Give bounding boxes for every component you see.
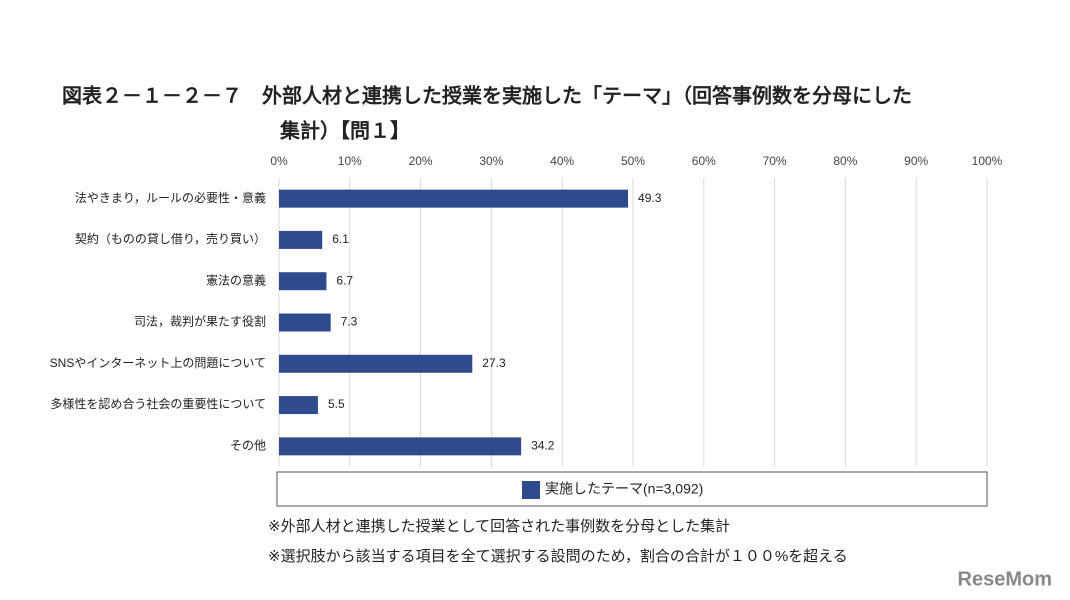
chart-title: 集計）【問１】 (279, 118, 410, 142)
legend-box (276, 471, 988, 507)
x-tick-label: 50% (621, 154, 645, 168)
x-tick-label: 100% (972, 154, 1003, 168)
x-tick-label: 30% (479, 154, 503, 168)
x-tick-label: 70% (763, 154, 787, 168)
chart-title: 図表２－１－２－７ 外部人材と連携した授業を実施した「テーマ」（回答事例数を分母… (62, 83, 912, 107)
x-tick-label: 40% (550, 154, 574, 168)
y-tick-label: SNSやインターネット上の問題について (50, 356, 266, 370)
x-tick-label: 20% (409, 154, 433, 168)
value-label: 27.3 (482, 356, 506, 370)
x-tick-label: 80% (833, 154, 857, 168)
y-tick-label: その他 (230, 439, 266, 453)
bar (279, 437, 522, 456)
legend-label: 実施したテーマ(n=3,092) (545, 481, 703, 497)
y-tick-label: 法やきまり，ルールの必要性・意義 (75, 190, 266, 205)
value-label: 34.2 (531, 439, 555, 453)
legend-swatch (522, 481, 540, 499)
bar (279, 189, 629, 208)
value-label: 49.3 (638, 191, 662, 205)
x-tick-label: 10% (338, 154, 362, 168)
bar (279, 396, 318, 415)
bar (279, 272, 327, 291)
y-tick-label: 憲法の意義 (206, 272, 266, 287)
watermark: ReseMom (958, 568, 1052, 590)
value-label: 5.5 (328, 397, 345, 411)
value-label: 6.7 (336, 273, 353, 287)
value-label: 7.3 (341, 315, 358, 329)
note: ※選択肢から該当する項目を全て選択する設問のため，割合の合計が１００%を超える (268, 547, 848, 565)
value-label: 6.1 (332, 232, 349, 246)
x-tick-label: 0% (270, 154, 288, 168)
x-tick-label: 60% (692, 154, 716, 168)
y-tick-label: 契約（ものの貸し借り，売り買い） (75, 231, 266, 246)
bar (279, 230, 323, 249)
bar (279, 313, 331, 332)
y-tick-label: 司法，裁判が果たす役割 (134, 314, 266, 329)
note: ※外部人材と連携した授業として回答された事例数を分母とした集計 (268, 518, 730, 535)
x-tick-label: 90% (904, 154, 928, 168)
y-tick-label: 多様性を認め合う社会の重要性について (50, 396, 266, 411)
bar (279, 354, 473, 373)
